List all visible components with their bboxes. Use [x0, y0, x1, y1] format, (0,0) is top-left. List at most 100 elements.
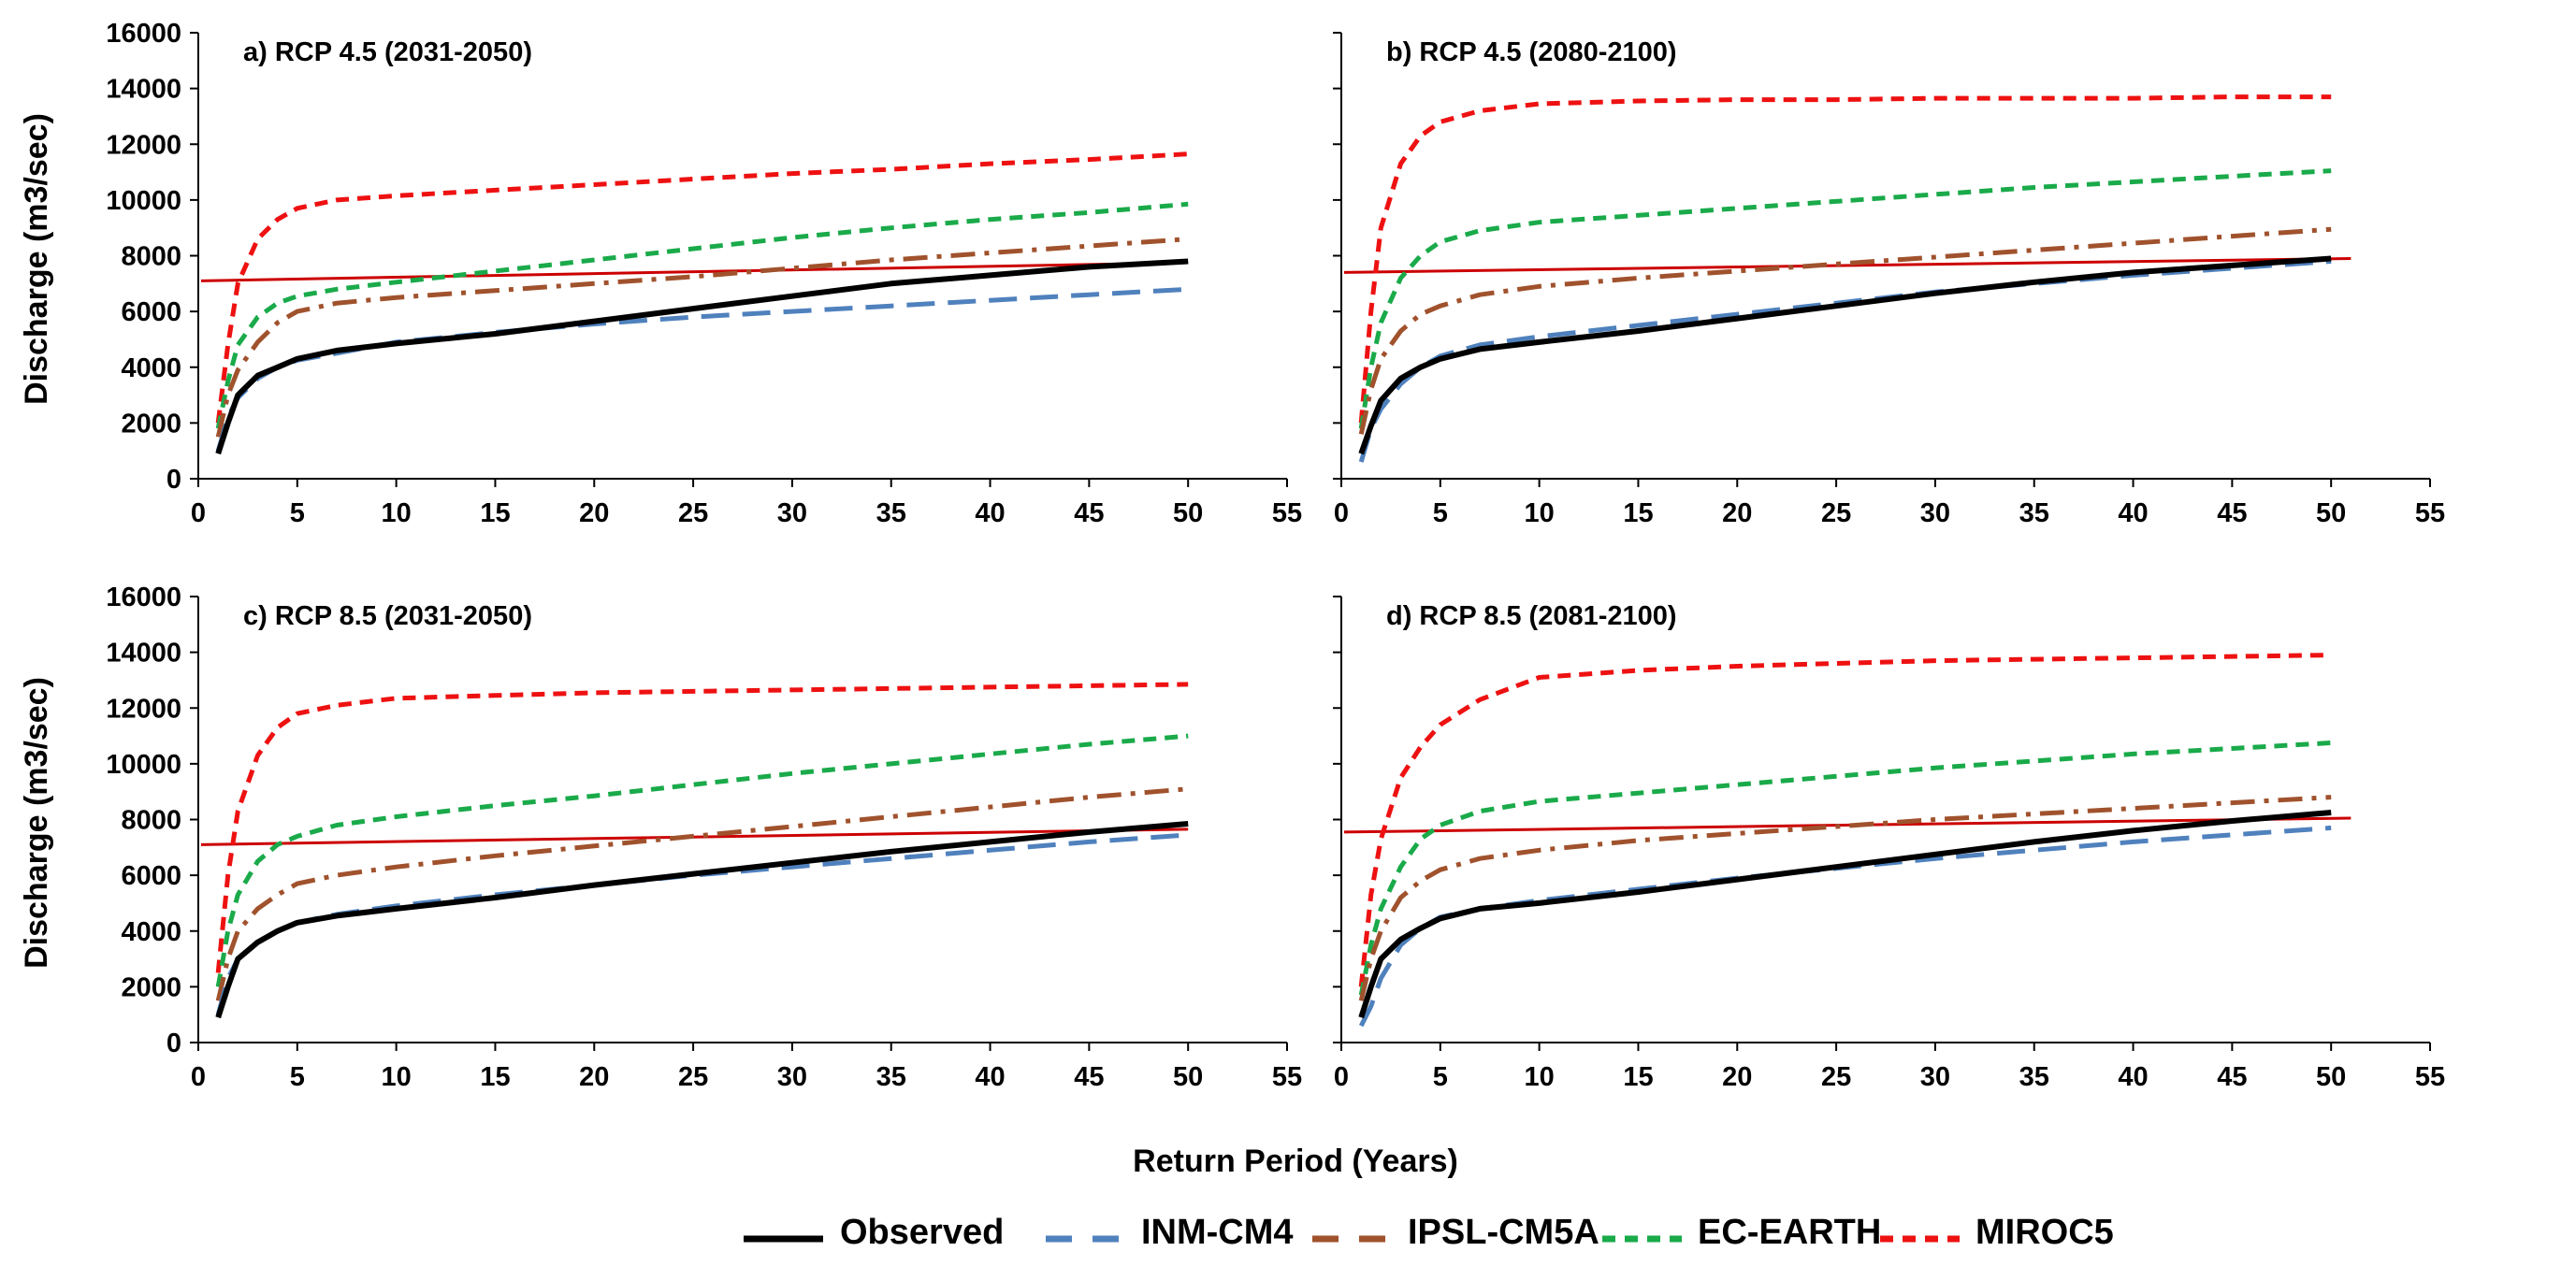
threshold-line [200, 261, 1189, 282]
x-tick-label: 30 [777, 1062, 807, 1092]
x-tick-label: 50 [1173, 498, 1203, 528]
series-line-ipsl-cm5a [1358, 226, 2332, 435]
legend-label-ipsl-cm5a: IPSL-CM5A [1408, 1213, 1599, 1252]
y-tick-label: 0 [166, 465, 181, 495]
x-tick-label: 30 [1920, 1062, 1950, 1092]
legend-label-observed: Observed [840, 1213, 1004, 1252]
y-tick-label: 10000 [106, 186, 181, 216]
x-axis-title: Return Period (Years) [1133, 1144, 1458, 1179]
x-tick-label: 55 [2415, 498, 2445, 528]
y-tick-label: 12000 [106, 694, 181, 724]
series-line-ipsl-cm5a [215, 786, 1189, 1001]
threshold-line [1343, 256, 2352, 274]
threshold-line [1343, 816, 2352, 834]
series-line-ec-earth [1358, 168, 2332, 429]
series-line-miroc5 [1358, 653, 2332, 987]
x-tick-label: 20 [1722, 498, 1752, 528]
x-tick-label: 10 [1525, 498, 1555, 528]
legend-label-ec-earth: EC-EARTH [1698, 1213, 1881, 1252]
x-tick-label: 45 [2217, 1062, 2247, 1092]
x-tick-label: 5 [290, 498, 305, 528]
x-tick-label: 15 [480, 498, 510, 528]
y-axis-title-bottom: Discharge (m3/sec) [19, 677, 54, 969]
x-tick-label: 10 [382, 498, 412, 528]
series-line-observed [215, 821, 1189, 1019]
x-tick-label: 5 [1433, 1062, 1448, 1092]
x-tick-label: 30 [1920, 498, 1950, 528]
y-tick-label: 8000 [121, 242, 181, 272]
series-line-ec-earth [1358, 741, 2332, 996]
legend-label-inm-cm4: INM-CM4 [1141, 1213, 1294, 1252]
series-line-ipsl-cm5a [215, 237, 1189, 438]
x-tick-label: 35 [876, 498, 906, 528]
y-tick-label: 10000 [106, 750, 181, 780]
x-tick-label: 45 [1074, 498, 1104, 528]
panel-a: 0 2000 4000 6000 8000 10000 12000 14000 16000 0 5 1… [106, 19, 1302, 528]
panel-title: d) RCP 8.5 (2081-2100) [1386, 601, 1677, 631]
y-tick-label: 16000 [106, 583, 181, 612]
x-tick-label: 45 [2217, 498, 2247, 528]
legend-label-miroc5: MIROC5 [1975, 1213, 2114, 1252]
x-tick-label: 0 [191, 498, 206, 528]
y-tick-label: 14000 [106, 639, 181, 669]
x-tick-label: 45 [1074, 1062, 1104, 1092]
x-tick-label: 15 [1623, 498, 1653, 528]
series-line-ec-earth [215, 733, 1189, 987]
x-tick-label: 40 [2118, 498, 2148, 528]
x-tick-label: 55 [1272, 498, 1302, 528]
x-tick-label: 20 [579, 1062, 609, 1092]
x-tick-label: 35 [876, 1062, 906, 1092]
y-tick-label: 2000 [121, 972, 181, 1002]
series-line-observed [1358, 255, 2332, 455]
y-tick-label: 4000 [121, 353, 181, 383]
y-tick-label: 14000 [106, 75, 181, 105]
legend: Observed INM-CM4 IPSL-CM5A EC-EARTH MIRO… [744, 1213, 2114, 1252]
x-tick-label: 50 [2316, 1062, 2346, 1092]
x-tick-label: 40 [975, 498, 1005, 528]
x-tick-label: 40 [975, 1062, 1005, 1092]
panel-title: c) RCP 8.5 (2031-2050) [243, 601, 532, 631]
y-axis-title-top: Discharge (m3/sec) [19, 113, 54, 405]
threshold-line [200, 827, 1189, 846]
x-tick-label: 0 [1334, 498, 1349, 528]
panel-c: 0 2000 4000 6000 8000 10000 12000 14000 16000 0 5 1… [106, 583, 1302, 1092]
panel-title: a) RCP 4.5 (2031-2050) [243, 37, 532, 67]
x-tick-label: 55 [1272, 1062, 1302, 1092]
y-tick-label: 2000 [121, 409, 181, 439]
panel-d: 0 5 10 15 20 25 30 35 40 45 50 55 d) RCP 8.5 (2081-… [1333, 596, 2445, 1092]
x-tick-label: 25 [678, 1062, 708, 1092]
x-tick-label: 15 [480, 1062, 510, 1092]
series-line-miroc5 [215, 682, 1189, 973]
x-tick-label: 10 [382, 1062, 412, 1092]
x-tick-label: 35 [2019, 498, 2049, 528]
y-tick-label: 12000 [106, 130, 181, 160]
x-tick-label: 35 [2019, 1062, 2049, 1092]
x-tick-label: 20 [579, 498, 609, 528]
y-tick-label: 8000 [121, 806, 181, 836]
x-tick-label: 50 [2316, 498, 2346, 528]
x-tick-label: 40 [2118, 1062, 2148, 1092]
y-tick-label: 6000 [121, 297, 181, 327]
x-tick-label: 20 [1722, 1062, 1752, 1092]
series-line-observed [215, 258, 1189, 455]
x-tick-label: 5 [1433, 498, 1448, 528]
panel-b: 0 5 10 15 20 25 30 35 40 45 50 55 b) RCP 4.5 (2080-… [1333, 32, 2445, 528]
y-tick-label: 4000 [121, 917, 181, 947]
x-tick-label: 25 [1821, 498, 1851, 528]
x-tick-label: 25 [678, 498, 708, 528]
x-tick-label: 25 [1821, 1062, 1851, 1092]
series-line-miroc5 [215, 151, 1189, 424]
x-tick-label: 0 [1334, 1062, 1349, 1092]
x-tick-label: 0 [191, 1062, 206, 1092]
y-tick-label: 16000 [106, 19, 181, 49]
x-tick-label: 50 [1173, 1062, 1203, 1092]
panel-title: b) RCP 4.5 (2080-2100) [1386, 37, 1677, 67]
x-tick-label: 55 [2415, 1062, 2445, 1092]
x-tick-label: 10 [1525, 1062, 1555, 1092]
y-tick-label: 0 [166, 1029, 181, 1058]
x-tick-label: 5 [290, 1062, 305, 1092]
series-line-observed [1358, 810, 2332, 1019]
y-tick-label: 6000 [121, 861, 181, 891]
